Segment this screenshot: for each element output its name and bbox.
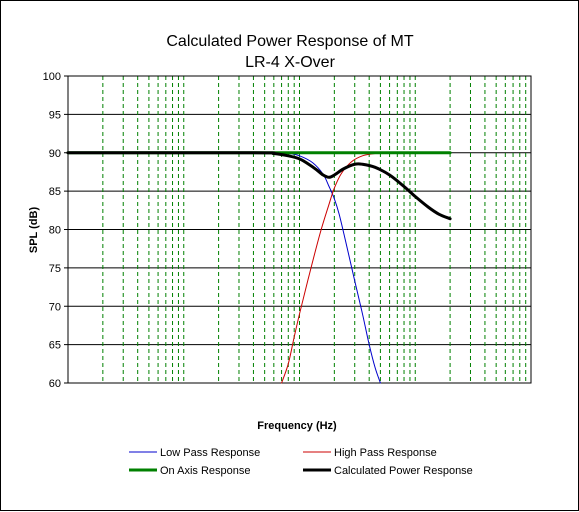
series-layer	[66, 151, 452, 384]
y-tick-label: 65	[49, 340, 61, 352]
y-tick-label: 75	[49, 263, 61, 275]
legend-label-low-pass-response: Low Pass Response	[160, 447, 260, 459]
y-tick-label: 90	[49, 148, 61, 160]
chart-subtitle: LR-4 X-Over	[245, 54, 335, 71]
x-axis-title: Frequency (Hz)	[257, 420, 337, 432]
legend-label-on-axis-response: On Axis Response	[160, 465, 251, 477]
series-line-calculated-power-response	[66, 151, 452, 221]
legend: Low Pass Response High Pass Response On Ax…	[129, 447, 473, 477]
chart-title: Calculated Power Response of MT	[166, 33, 413, 50]
y-tick-label: 95	[49, 109, 61, 121]
legend-label-calculated-power-response: Calculated Power Response	[334, 465, 473, 477]
y-tick-label: 80	[49, 225, 61, 237]
legend-label-high-pass-response: High Pass Response	[334, 447, 437, 459]
y-axis-ticks: 60 65 70 75 80 85 90 95 100	[43, 71, 68, 390]
y-tick-label: 85	[49, 186, 61, 198]
y-axis-title: SPL (dB)	[28, 207, 40, 254]
y-tick-label: 100	[43, 71, 61, 83]
y-tick-label: 60	[49, 378, 61, 390]
grid-lines	[68, 75, 531, 384]
y-tick-label: 70	[49, 301, 61, 313]
